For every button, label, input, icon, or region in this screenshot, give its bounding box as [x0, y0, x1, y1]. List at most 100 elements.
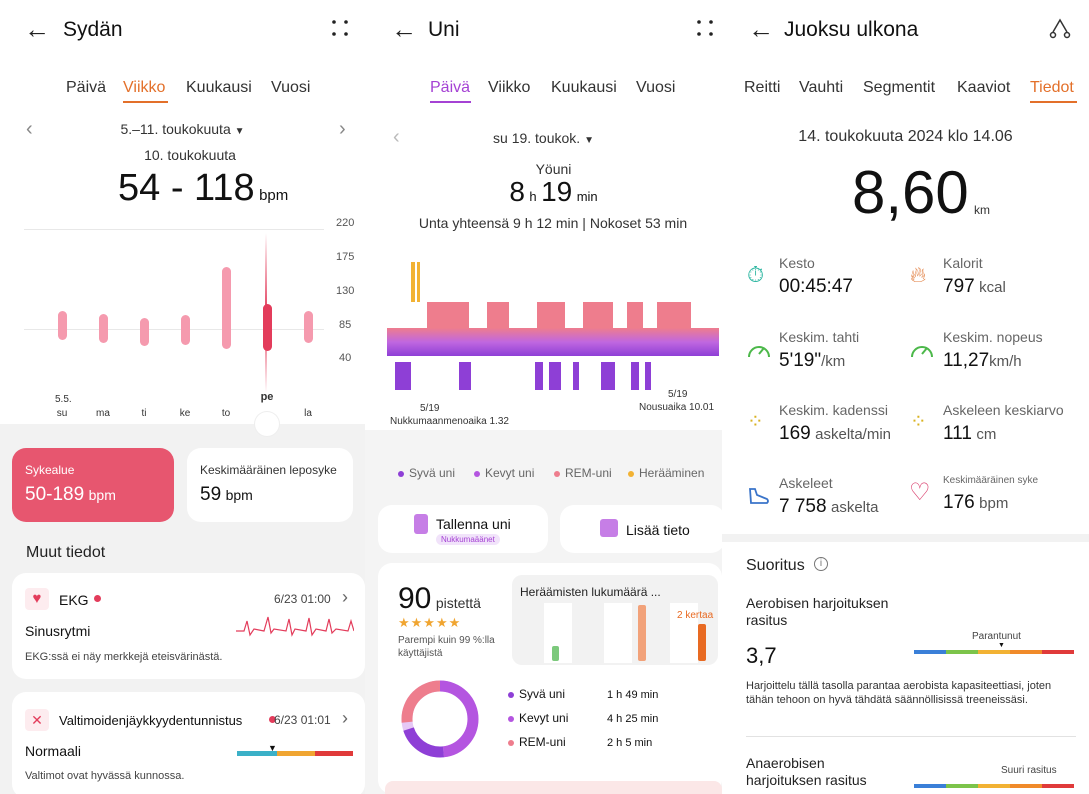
arterial-time: 6/23 01:01	[274, 713, 331, 727]
hr-zone-display: 50-189 bpm	[25, 484, 116, 506]
x-date-label: 5.5.	[55, 394, 72, 405]
stage-dot	[508, 739, 514, 746]
hr-range-value: 54 - 118	[118, 167, 255, 209]
tab-segments[interactable]: Segmentit	[863, 79, 936, 96]
back-arrow-icon[interactable]: ←	[391, 14, 417, 44]
hr-range-bar[interactable]	[140, 318, 149, 347]
x-tick-label: su	[56, 408, 68, 419]
tab-details[interactable]: Tiedot	[1030, 79, 1074, 96]
stat-value-row: 169 askelta/min	[779, 423, 891, 445]
stat-value-row: 176 bpm	[943, 492, 1008, 514]
x-tick-label: ti	[141, 408, 147, 419]
legend-deep: Syvä uni	[398, 466, 455, 480]
record-icon	[414, 514, 428, 534]
tab-route[interactable]: Reitti	[744, 79, 781, 96]
level-segment	[1042, 784, 1074, 788]
section-divider	[722, 534, 1089, 542]
stat-value-row: 111 cm	[943, 423, 996, 445]
next-card-edge	[385, 781, 722, 794]
level-segment	[1042, 650, 1074, 654]
route-share-icon[interactable]	[1048, 16, 1072, 40]
score-unit: pistettä	[435, 595, 481, 611]
sleep-minutes-unit: min	[576, 189, 598, 204]
ekg-card[interactable]: ♥ EKG 6/23 01:00 › Sinusrytmi EKG:ssä ei…	[12, 573, 365, 679]
tab-month[interactable]: Kuukausi	[551, 79, 617, 96]
y-tick-130: 130	[336, 285, 355, 297]
legend-label: Herääminen	[639, 466, 705, 480]
hr-zone-unit: bpm	[88, 487, 116, 503]
heart-icon: ♡	[909, 479, 931, 506]
wakeups-title: Heräämisten lukumäärä ...	[520, 585, 661, 599]
date-selector[interactable]: su 19. toukok. ▼	[365, 130, 722, 146]
stat-value: 7 758	[779, 496, 827, 517]
chevron-right-icon[interactable]: ›	[342, 587, 348, 607]
tab-week[interactable]: Viikko	[123, 79, 166, 96]
rem-segment	[427, 302, 469, 328]
drag-handle[interactable]	[255, 412, 279, 436]
rem-segment	[487, 302, 509, 328]
level-segment	[237, 751, 277, 756]
x-tick-label: la	[304, 408, 312, 419]
aerobic-level-label: Parantunut	[972, 631, 1021, 642]
anaerobic-title: Anaerobisen harjoituksen rasitus	[746, 755, 867, 788]
legend-label: Kevyt uni	[485, 466, 535, 480]
chevron-right-icon[interactable]: ›	[342, 708, 348, 728]
info-icon[interactable]: i	[814, 557, 828, 571]
add-data-button[interactable]: Lisää tieto	[560, 505, 722, 553]
stage-dot	[508, 715, 514, 722]
tab-pace[interactable]: Vauhti	[799, 79, 844, 96]
hr-range-bar[interactable]	[99, 314, 108, 344]
hr-range-bar[interactable]	[304, 311, 313, 344]
resting-hr-display: 59 bpm	[200, 484, 253, 506]
footprints-icon: ⁘	[910, 411, 927, 433]
next-chevron-icon[interactable]: ›	[339, 118, 346, 140]
record-sleep-button[interactable]: Tallenna uni Nukkumaäänet	[378, 505, 548, 553]
divider	[746, 736, 1076, 737]
deep-sleep-segment	[573, 362, 579, 390]
y-tick-85: 85	[339, 319, 352, 331]
stage-row-light: Kevyt uni	[508, 711, 568, 725]
wakeups-chart-card[interactable]: Heräämisten lukumäärä ... 2 kertaa	[512, 575, 718, 665]
tab-month[interactable]: Kuukausi	[186, 79, 252, 96]
tab-year[interactable]: Vuosi	[636, 79, 676, 96]
ekg-status: Sinusrytmi	[25, 623, 91, 639]
back-arrow-icon[interactable]: ←	[24, 14, 50, 44]
level-segment	[1010, 784, 1042, 788]
wake-label: Nousuaika 10.01	[639, 402, 715, 413]
resting-hr-unit: bpm	[225, 487, 253, 503]
hr-range-unit: bpm	[259, 187, 289, 204]
legend-dot	[628, 470, 634, 477]
tab-year[interactable]: Vuosi	[271, 79, 311, 96]
tab-day[interactable]: Päivä	[66, 79, 107, 96]
hr-range-bar[interactable]	[222, 267, 231, 350]
stat-value: 797	[943, 276, 975, 297]
stat-label: Keskimääräinen syke	[943, 475, 1039, 486]
tab-day[interactable]: Päivä	[430, 79, 471, 96]
tab-week[interactable]: Viikko	[488, 79, 531, 96]
more-dots-icon[interactable]	[330, 18, 350, 38]
back-arrow-icon[interactable]: ←	[748, 14, 774, 44]
hr-range-bar[interactable]	[58, 311, 67, 341]
more-dots-icon[interactable]	[695, 18, 715, 38]
shoe-icon	[749, 488, 769, 504]
stage-label: REM-uni	[519, 735, 566, 749]
arterial-title: Valtimoidenjäykkyydentunnistus	[59, 713, 243, 728]
legend-label: Syvä uni	[409, 466, 456, 480]
page-title: Uni	[428, 18, 460, 41]
wake-segment	[417, 262, 420, 302]
hr-range-bar[interactable]	[181, 314, 190, 345]
active-tab-underline	[1030, 101, 1077, 103]
sleep-stage-chart	[387, 262, 719, 390]
x-tick-label: ke	[179, 408, 191, 419]
tab-charts[interactable]: Kaaviot	[957, 79, 1011, 96]
date-range-selector[interactable]: 5.–11. toukokuuta ▼	[0, 121, 365, 137]
prev-chevron-icon[interactable]: ‹	[26, 118, 33, 140]
hr-range-bar[interactable]	[263, 303, 272, 351]
sleep-minutes: 19	[541, 176, 573, 207]
resting-hr-card[interactable]: Keskimääräinen leposyke 59 bpm	[187, 448, 353, 522]
prev-chevron-icon[interactable]: ‹	[393, 126, 400, 148]
arterial-stiffness-card[interactable]: ✕ Valtimoidenjäykkyydentunnistus 6/23 01…	[12, 692, 365, 794]
hr-zone-card[interactable]: Sykealue 50-189 bpm	[12, 448, 174, 522]
sleep-score-card[interactable]: 90 pistettä ★★★★★ Parempi kuin 99 %:lla …	[378, 563, 722, 794]
deep-sleep-segment	[645, 362, 651, 390]
